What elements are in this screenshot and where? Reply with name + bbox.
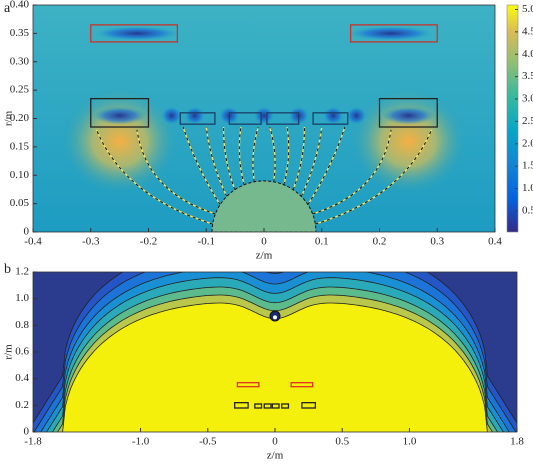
- y-tick-label: 0.6: [15, 346, 29, 358]
- y-tick-label: 0.2: [15, 399, 29, 411]
- coil: [271, 403, 280, 409]
- coil: [228, 112, 262, 125]
- x-tick-label: 0.2: [373, 236, 387, 248]
- y-tick-label: 0.25: [10, 84, 30, 96]
- y-axis-label: r/m: [3, 110, 15, 126]
- x-tick-label: -0.4: [24, 236, 42, 248]
- x-axis-label: z/m: [256, 250, 273, 262]
- field-line: [96, 129, 213, 225]
- x-tick-label: -0.3: [82, 236, 100, 248]
- y-tick-label: 0.05: [10, 197, 30, 209]
- hot-spot: [348, 86, 469, 197]
- coil: [90, 97, 150, 128]
- colorbar-tick-label: 3.5: [522, 70, 533, 82]
- y-tick-label: 0.8: [15, 319, 29, 331]
- y-tick-label: 0.15: [10, 140, 30, 152]
- singular-point: [273, 315, 277, 320]
- colorbar-tick-label: 4.5: [522, 25, 533, 37]
- coil: [234, 402, 249, 409]
- y-tick-label: 0.35: [10, 27, 30, 39]
- y-tick-label: 0.20: [10, 112, 30, 124]
- coil: [281, 403, 290, 409]
- field-line: [300, 126, 323, 197]
- x-tick-label: 1.8: [510, 436, 524, 448]
- field-line: [182, 126, 221, 205]
- field-line: [205, 126, 228, 197]
- panel-label: a: [4, 1, 11, 16]
- coil: [263, 403, 272, 409]
- cold-spot: [94, 26, 179, 41]
- coil: [179, 112, 216, 125]
- y-tick-label: 0.10: [10, 169, 30, 181]
- y-axis-label: r/m: [3, 344, 15, 360]
- colorbar-tick-label: 4.0: [522, 48, 533, 60]
- coil: [349, 24, 438, 43]
- cold-spot: [349, 26, 434, 41]
- colorbar-tick-label: 2.0: [522, 137, 533, 149]
- coil: [290, 382, 314, 388]
- field-line: [136, 129, 216, 215]
- coil: [236, 382, 260, 388]
- y-tick-label: 1.0: [15, 292, 29, 304]
- field-line: [315, 129, 432, 225]
- coil: [378, 97, 438, 128]
- x-tick-label: -0.5: [199, 436, 217, 448]
- cold-spot: [184, 106, 205, 125]
- x-tick-label: -0.1: [198, 236, 215, 248]
- y-tick-label: 0: [24, 426, 30, 438]
- x-tick-label: -1.8: [24, 436, 42, 448]
- y-tick-label: 0: [24, 226, 30, 238]
- cold-spot: [323, 106, 344, 125]
- y-tick-label: 1.2: [15, 266, 29, 278]
- coil: [90, 24, 179, 43]
- coil: [254, 403, 263, 409]
- x-tick-label: 1.0: [403, 436, 417, 448]
- colorbar-tick-label: 5.0: [522, 3, 533, 15]
- cold-spot: [93, 106, 146, 125]
- x-tick-label: 0.1: [315, 236, 329, 248]
- colorbar-tick-label: 0.5: [522, 204, 533, 216]
- field-line: [269, 126, 276, 182]
- x-tick-label: 0.4: [488, 236, 502, 248]
- colorbar-tick-label: 1.0: [522, 182, 533, 194]
- cold-spot: [346, 106, 367, 125]
- field-line: [312, 129, 392, 215]
- field-line: [252, 126, 259, 182]
- cold-spot: [161, 106, 182, 125]
- y-tick-label: 0.4: [15, 372, 29, 384]
- x-tick-label: -1.0: [132, 436, 150, 448]
- x-axis-label: z/m: [267, 450, 284, 462]
- plot-area: [33, 5, 495, 232]
- coil: [266, 112, 300, 125]
- plot-area: [33, 272, 517, 432]
- x-tick-label: 0: [272, 436, 278, 448]
- field-line: [307, 126, 346, 205]
- field-line: [223, 127, 236, 190]
- cold-spot: [382, 106, 435, 125]
- panel-label: b: [4, 262, 11, 277]
- coil: [301, 402, 316, 409]
- x-tick-label: 0.5: [335, 436, 349, 448]
- y-tick-label: 0.40: [10, 0, 30, 11]
- hot-spot: [59, 86, 180, 197]
- coil: [312, 112, 349, 125]
- field-line: [283, 126, 290, 185]
- colorbar-tick-label: 1.5: [522, 160, 533, 172]
- y-tick-label: 0.30: [10, 55, 30, 67]
- colorbar-tick-label: 2.5: [522, 115, 533, 127]
- colorbar: [506, 4, 519, 233]
- x-tick-label: 0.3: [430, 236, 444, 248]
- field-line: [292, 127, 305, 190]
- cold-spot: [254, 106, 274, 125]
- colorbar-tick-label: 3.0: [522, 93, 533, 105]
- x-tick-label: 0: [261, 236, 267, 248]
- core: [211, 180, 317, 232]
- x-tick-label: -0.2: [140, 236, 157, 248]
- field-line: [238, 126, 245, 185]
